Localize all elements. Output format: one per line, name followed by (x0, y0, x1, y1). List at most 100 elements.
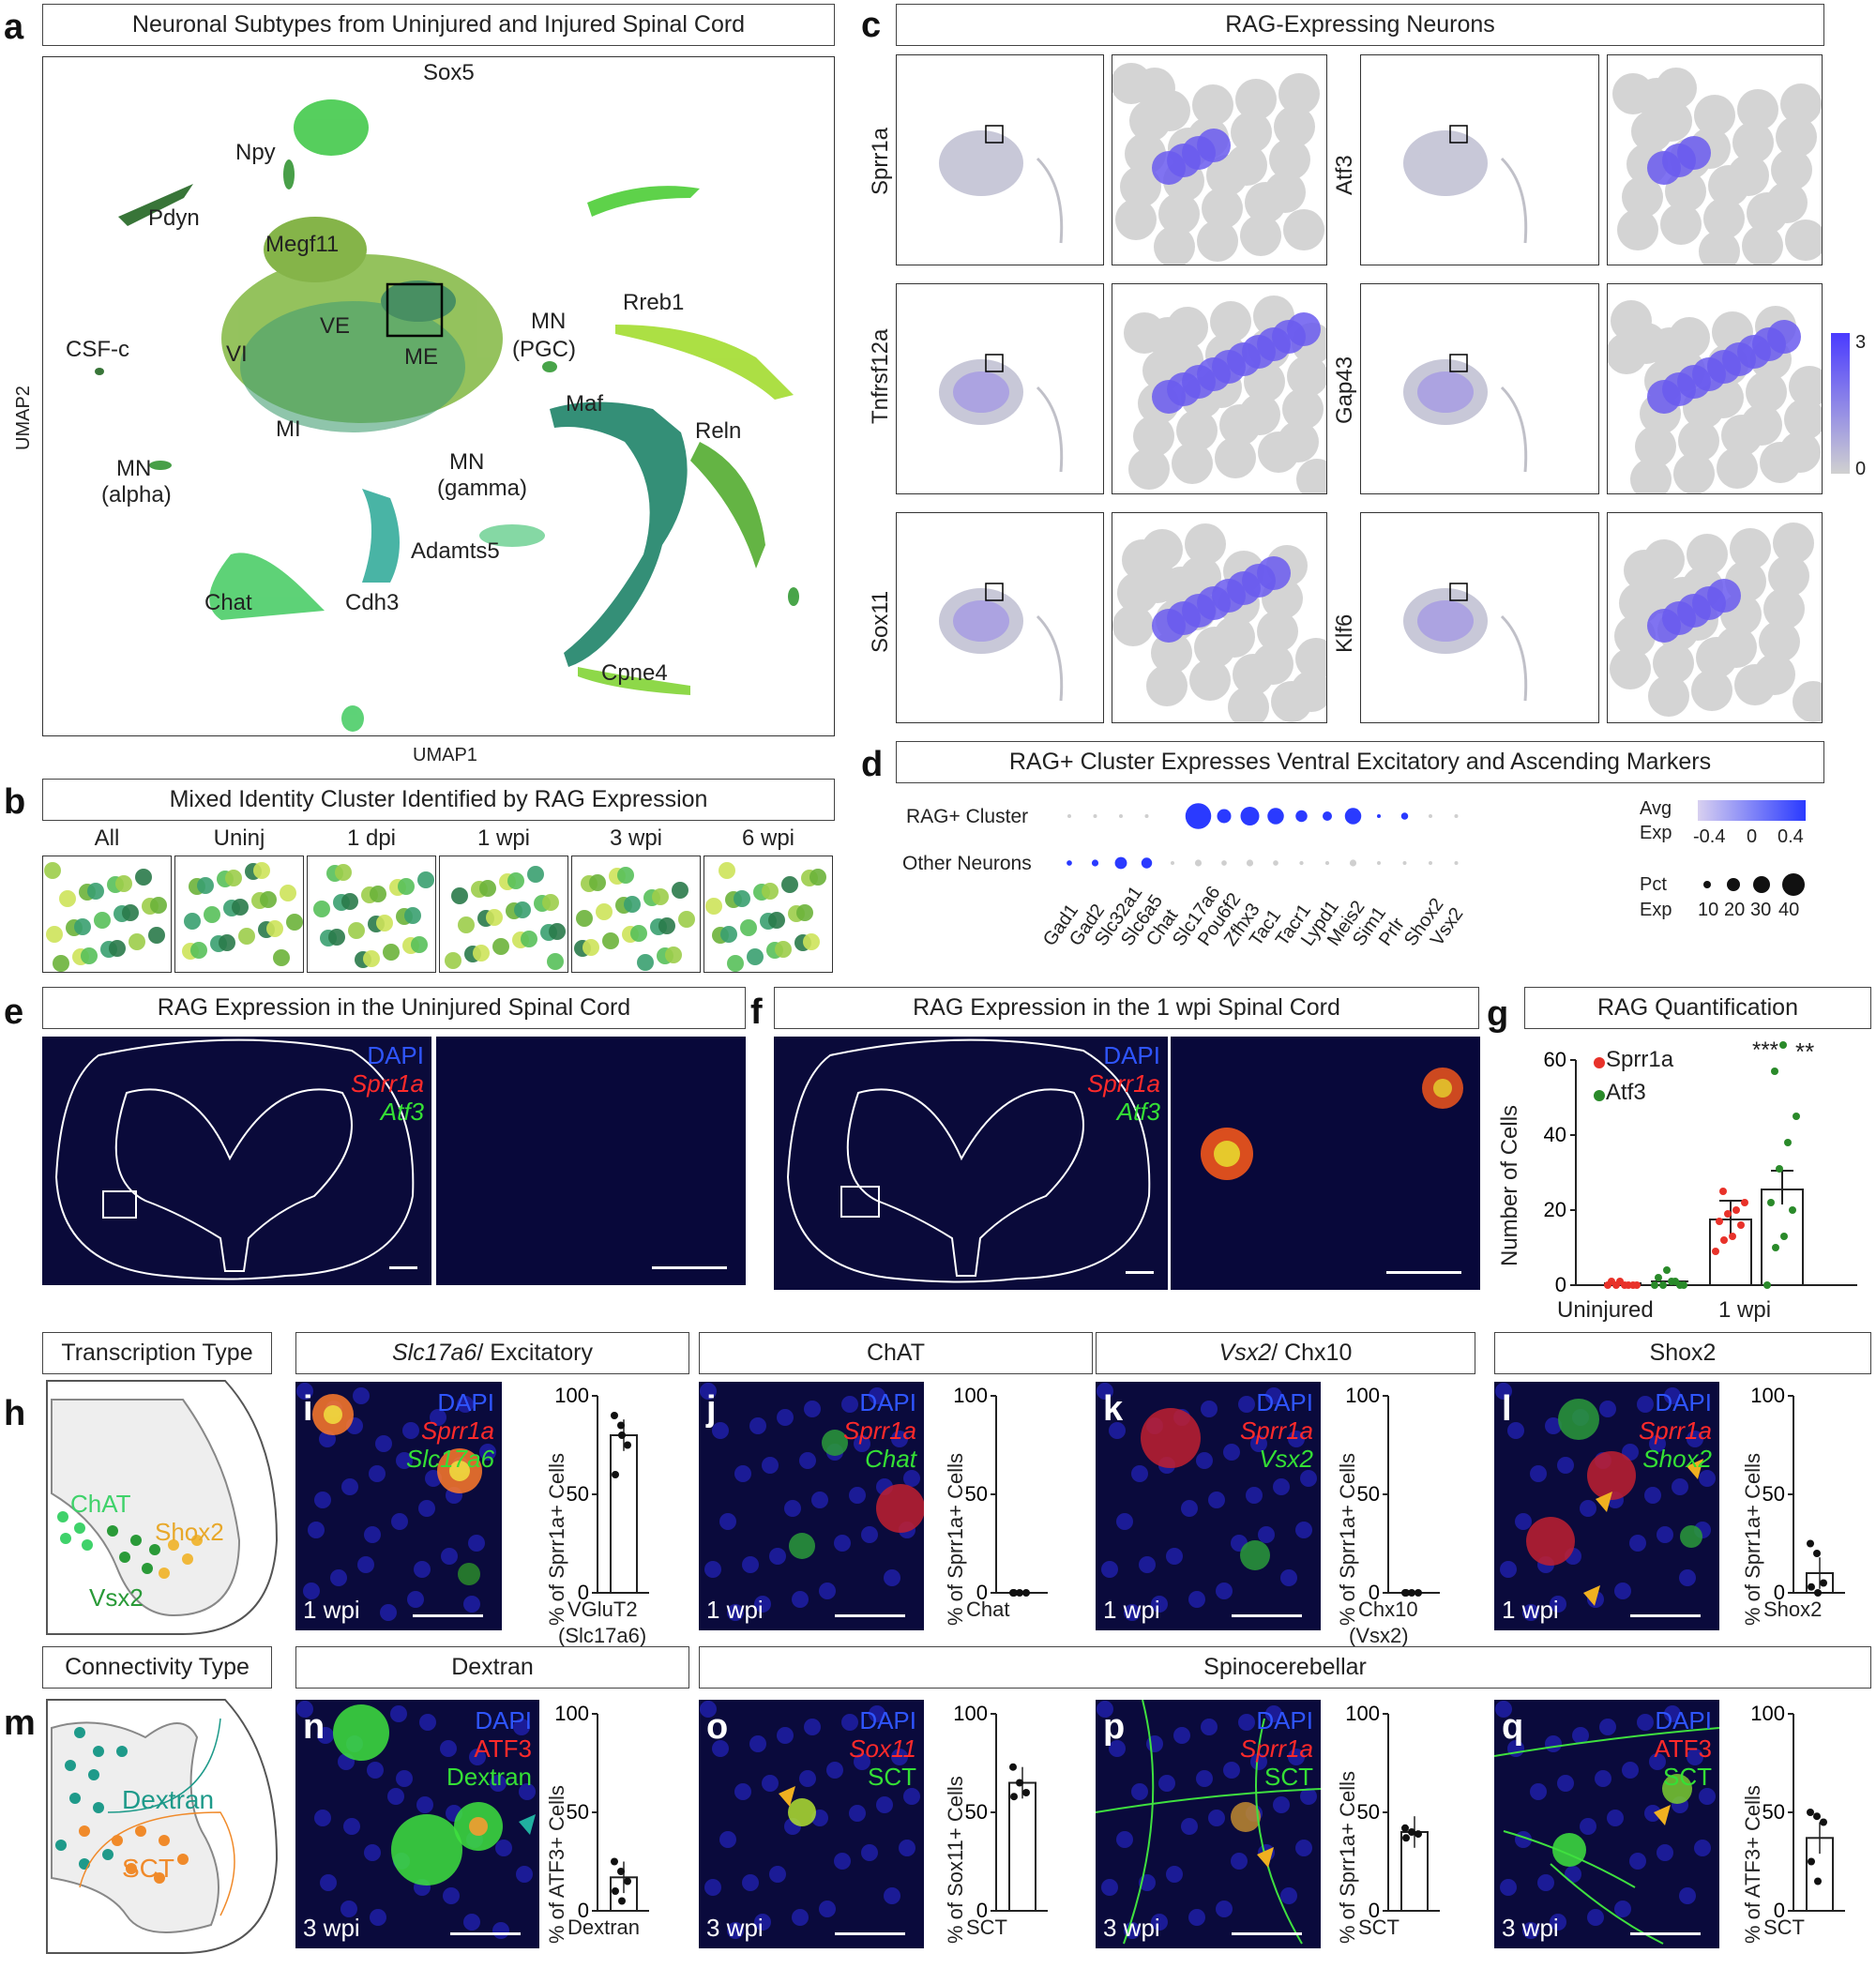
stain-label: ATF3 (1654, 1734, 1712, 1763)
feature-overview (896, 283, 1104, 494)
dot (1091, 859, 1099, 867)
uninjured-section-image: DAPI Sprr1a Atf3 (42, 1037, 431, 1285)
stain-legend: DAPI Sprr1a Atf3 (351, 1041, 424, 1127)
scale-bar (1232, 1932, 1302, 1935)
panel-label-f: f (750, 992, 763, 1032)
g-point (1767, 1199, 1775, 1206)
g-point (1763, 1281, 1771, 1289)
panel-label-j: j (706, 1389, 717, 1429)
percent-point (1415, 1589, 1422, 1597)
percent-x-label: SCT (966, 1916, 1007, 1939)
cluster-label: VI (226, 341, 248, 367)
feature-zoom (1607, 283, 1823, 494)
dot (1295, 810, 1308, 823)
panel-f-title: RAG Expression in the 1 wpi Spinal Cord (774, 987, 1479, 1029)
g-significance: *** (1752, 1037, 1779, 1063)
stain-label: Sprr1a (1239, 1734, 1313, 1763)
bar-y-tick: 50 (567, 1482, 589, 1506)
micrograph-j: DAPI Sprr1a Chat 1 wpi (699, 1382, 924, 1630)
percent-point (1820, 1818, 1827, 1826)
dot (1194, 859, 1203, 867)
percent-x-label: SCT (1763, 1916, 1805, 1939)
condition-label: 1 wpi (477, 825, 531, 851)
panel-i-header: Slc17a6 / Excitatory (295, 1332, 689, 1374)
dot (1402, 861, 1407, 865)
percent-point (611, 1857, 618, 1866)
percent-point (1401, 1824, 1409, 1832)
percent-point (1814, 1589, 1822, 1597)
colorbar-max: 3 (1855, 332, 1867, 353)
dot (1093, 814, 1097, 818)
timepoint-label: 3 wpi (303, 1914, 360, 1942)
g-point (1712, 1248, 1719, 1255)
percent-x-label: (Slc17a6) (558, 1624, 647, 1647)
g-point (1789, 1206, 1796, 1214)
dot (1349, 859, 1357, 867)
avg-tick: 0 (1747, 826, 1758, 847)
stain-dapi: DAPI (367, 1041, 424, 1069)
timepoint-label: 1 wpi (706, 1596, 764, 1624)
dot (1185, 803, 1212, 829)
condition-tile (174, 856, 304, 973)
g-point (1776, 1165, 1783, 1173)
gene-label: Gap43 (1332, 356, 1357, 424)
stain-label: Slc17a6 (406, 1444, 494, 1473)
timepoint-label: 1 wpi (1502, 1596, 1559, 1624)
percent-y-label: % of Sprr1a+ Cells (545, 1452, 568, 1626)
bar-y-tick: 0 (1369, 1899, 1380, 1922)
stain-label: Sox11 (849, 1734, 916, 1763)
dotplot-row-label: Other Neurons (902, 853, 1032, 874)
feature-zoom (1607, 54, 1823, 265)
stain-sprr1a: Sprr1a (1086, 1068, 1160, 1098)
connectivity-type-diagram (46, 1699, 279, 1954)
feature-overview (896, 54, 1104, 265)
condition-tile (704, 856, 833, 973)
percent-point (1402, 1834, 1410, 1842)
percent-point (1010, 1793, 1018, 1801)
gene-label: Sprr1a (868, 127, 893, 195)
g-group-label: 1 wpi (1718, 1297, 1772, 1323)
dot (1429, 814, 1432, 818)
g-legend-sprr1a: Sprr1a (1606, 1047, 1674, 1072)
cluster-label: Sox5 (423, 60, 475, 85)
gene-label: Atf3 (1332, 155, 1357, 195)
percent-y-label: % of Sprr1a+ Cells (1741, 1452, 1764, 1626)
panel-label-n: n (303, 1707, 325, 1747)
bar-y-tick: 50 (1357, 1800, 1380, 1824)
timepoint-label: 1 wpi (303, 1596, 360, 1624)
g-y-tick: 60 (1544, 1048, 1566, 1071)
percent-point (1402, 1589, 1410, 1597)
feature-overview (896, 512, 1104, 723)
g-group-label: Uninjured (1557, 1297, 1654, 1323)
micrograph-n: DAPI ATF3 Dextran 3 wpi (295, 1700, 539, 1948)
micrograph-i: DAPI Sprr1a Slc17a6 1 wpi (295, 1382, 502, 1630)
pct-tick: 40 (1778, 900, 1800, 920)
micrograph-o: DAPI Sox11 SCT 3 wpi (699, 1700, 924, 1948)
percent-y-label: % of ATF3+ Cells (1741, 1785, 1764, 1944)
percent-point (1415, 1830, 1422, 1839)
panel-label-h: h (4, 1394, 26, 1433)
dot (1171, 861, 1174, 865)
cluster-label: Rreb1 (623, 290, 685, 315)
g-point (1724, 1210, 1732, 1218)
cluster-label: (alpha) (101, 482, 172, 507)
stain-label: SCT (868, 1762, 916, 1791)
percent-x-label: VGluT2 (567, 1598, 638, 1621)
header-gene: Vsx2 (1218, 1340, 1272, 1366)
feature-overview (1360, 283, 1599, 494)
percent-x-label: Dextran (567, 1916, 641, 1939)
scale-bar (652, 1266, 727, 1269)
stain-label: DAPI (1256, 1706, 1313, 1734)
g-point (1779, 1041, 1787, 1049)
dot (1246, 859, 1254, 867)
cluster-label: CSF-c (66, 337, 129, 362)
stain-legend: DAPI Sprr1a Atf3 (1086, 1041, 1160, 1127)
percent-point (1814, 1877, 1822, 1886)
pct-tick: 10 (1698, 900, 1719, 920)
micrograph-l: DAPI Sprr1a Shox2 1 wpi (1494, 1382, 1719, 1630)
umap-plot: Sox5 Npy Pdyn Megf11 CSF-c VI VE ME MN (… (42, 56, 835, 736)
g-y-tick: 0 (1555, 1273, 1566, 1296)
percent-bar-chart: 0 50 100 (1345, 1702, 1440, 1922)
g-point (1741, 1199, 1748, 1206)
cluster-label: MN (116, 456, 152, 481)
